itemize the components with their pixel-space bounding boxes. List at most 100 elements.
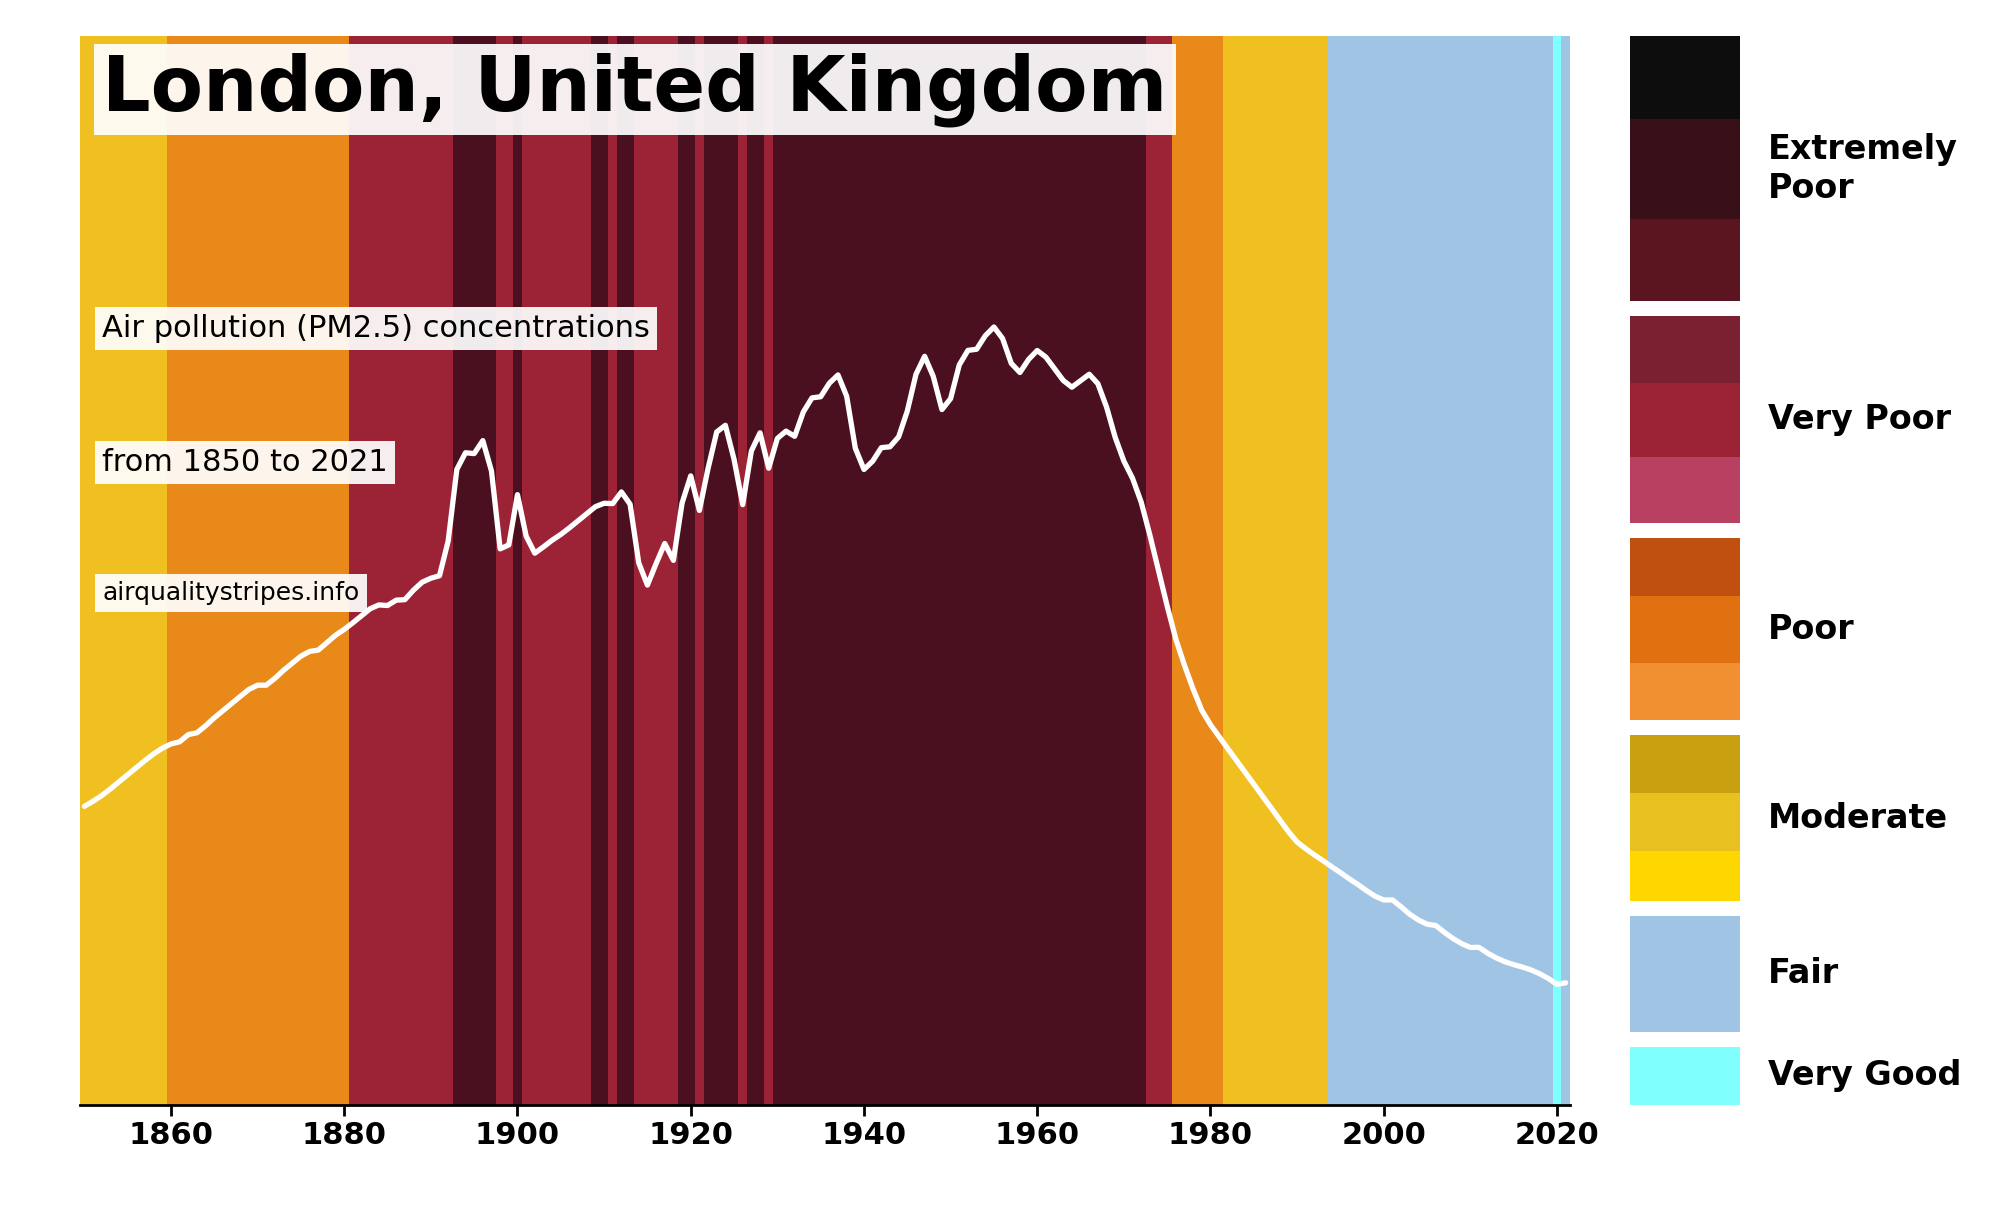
Bar xyxy=(748,36,756,1105)
Bar xyxy=(1102,36,1110,1105)
Bar xyxy=(1128,36,1136,1105)
Bar xyxy=(1318,36,1328,1105)
Bar xyxy=(876,36,886,1105)
Bar xyxy=(1006,36,1016,1105)
Bar xyxy=(114,36,124,1105)
Bar xyxy=(340,36,348,1105)
Bar xyxy=(626,36,634,1105)
Bar xyxy=(478,36,488,1105)
Text: airqualitystripes.info: airqualitystripes.info xyxy=(102,582,360,606)
Bar xyxy=(1630,523,1740,538)
Bar xyxy=(730,36,738,1105)
Bar xyxy=(920,36,928,1105)
Bar xyxy=(1536,36,1544,1105)
Bar xyxy=(1180,36,1188,1105)
Bar xyxy=(280,36,288,1105)
Bar xyxy=(1630,720,1740,736)
Bar xyxy=(678,36,686,1105)
Bar xyxy=(1084,36,1094,1105)
Bar xyxy=(1630,851,1740,901)
Bar xyxy=(990,36,998,1105)
Bar xyxy=(314,36,322,1105)
Bar xyxy=(332,36,340,1105)
Bar xyxy=(496,36,504,1105)
Bar xyxy=(1630,301,1740,317)
Bar xyxy=(1302,36,1310,1105)
Bar xyxy=(1232,36,1240,1105)
Bar xyxy=(1518,36,1526,1105)
Bar xyxy=(1630,119,1740,219)
Bar xyxy=(756,36,764,1105)
Bar xyxy=(218,36,228,1105)
Bar xyxy=(1136,36,1146,1105)
Bar xyxy=(1050,36,1058,1105)
Text: from 1850 to 2021: from 1850 to 2021 xyxy=(102,448,388,477)
Bar xyxy=(262,36,270,1105)
Bar xyxy=(270,36,280,1105)
Bar xyxy=(842,36,850,1105)
Bar xyxy=(514,36,522,1105)
Bar xyxy=(158,36,166,1105)
Bar xyxy=(98,36,106,1105)
Text: Moderate: Moderate xyxy=(1768,801,1948,835)
Bar xyxy=(1362,36,1370,1105)
Bar xyxy=(1448,36,1458,1105)
Bar xyxy=(444,36,452,1105)
Bar xyxy=(1188,36,1198,1105)
Bar xyxy=(202,36,210,1105)
Bar xyxy=(1630,317,1740,382)
Bar xyxy=(88,36,98,1105)
Bar xyxy=(1466,36,1474,1105)
Bar xyxy=(1068,36,1076,1105)
Bar xyxy=(964,36,972,1105)
Bar xyxy=(1422,36,1432,1105)
Bar xyxy=(348,36,358,1105)
Bar xyxy=(1562,36,1570,1105)
Bar xyxy=(288,36,296,1105)
Bar xyxy=(436,36,444,1105)
Bar xyxy=(1328,36,1336,1105)
Bar xyxy=(150,36,158,1105)
Bar xyxy=(902,36,912,1105)
Bar xyxy=(1510,36,1518,1105)
Text: Poor: Poor xyxy=(1768,613,1854,646)
Bar xyxy=(1484,36,1492,1105)
Bar xyxy=(244,36,254,1105)
Bar xyxy=(1032,36,1042,1105)
Bar xyxy=(322,36,332,1105)
Bar xyxy=(808,36,816,1105)
Bar xyxy=(634,36,644,1105)
Bar xyxy=(522,36,530,1105)
Text: Air pollution (PM2.5) concentrations: Air pollution (PM2.5) concentrations xyxy=(102,314,650,344)
Bar xyxy=(1526,36,1536,1105)
Bar xyxy=(418,36,426,1105)
Bar xyxy=(392,36,400,1105)
Bar xyxy=(1630,36,1740,119)
Bar xyxy=(184,36,192,1105)
Bar xyxy=(670,36,678,1105)
Bar xyxy=(236,36,244,1105)
Bar xyxy=(816,36,826,1105)
Bar xyxy=(582,36,592,1105)
Bar xyxy=(366,36,374,1105)
Bar xyxy=(124,36,132,1105)
Bar xyxy=(850,36,860,1105)
Bar xyxy=(574,36,582,1105)
Bar xyxy=(488,36,496,1105)
Bar xyxy=(954,36,964,1105)
Bar xyxy=(296,36,306,1105)
Text: Very Poor: Very Poor xyxy=(1768,403,1952,436)
Bar xyxy=(686,36,696,1105)
Bar xyxy=(1380,36,1388,1105)
Bar xyxy=(1630,1032,1740,1046)
Bar xyxy=(452,36,462,1105)
Bar xyxy=(1172,36,1180,1105)
Bar xyxy=(1630,219,1740,301)
Bar xyxy=(228,36,236,1105)
Bar xyxy=(652,36,660,1105)
Bar xyxy=(644,36,652,1105)
Bar xyxy=(912,36,920,1105)
Bar xyxy=(1432,36,1440,1105)
Bar xyxy=(1440,36,1448,1105)
Bar xyxy=(1370,36,1380,1105)
